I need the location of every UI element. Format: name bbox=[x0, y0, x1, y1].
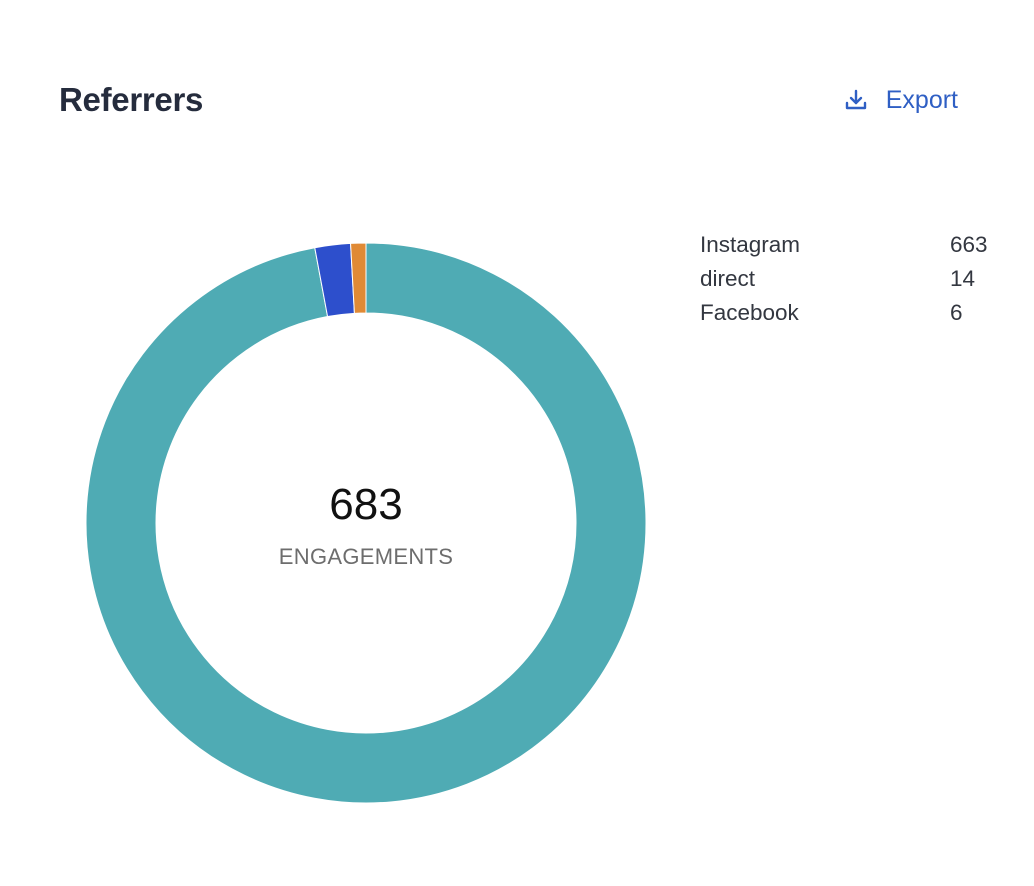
legend-item-instagram[interactable]: Instagram 663 bbox=[700, 228, 1010, 262]
legend-item-facebook[interactable]: Facebook 6 bbox=[700, 296, 1010, 330]
legend-label: Instagram bbox=[700, 232, 801, 257]
legend-value: 6 bbox=[950, 300, 963, 325]
download-icon bbox=[844, 88, 868, 112]
total-engagements-label: ENGAGEMENTS bbox=[278, 544, 454, 569]
export-button[interactable]: Export bbox=[844, 84, 958, 116]
legend-value: 14 bbox=[950, 266, 976, 291]
export-label: Export bbox=[885, 86, 958, 114]
legend-value: 663 bbox=[950, 232, 988, 257]
page-title: Referrers bbox=[59, 81, 204, 118]
donut-slice-facebook[interactable] bbox=[350, 242, 367, 314]
legend-item-direct[interactable]: direct 14 bbox=[700, 262, 1010, 296]
legend-label: Facebook bbox=[700, 300, 799, 325]
total-engagements-value: 683 bbox=[329, 480, 403, 529]
donut-slice-instagram[interactable] bbox=[85, 242, 647, 804]
legend-label: direct bbox=[700, 266, 756, 291]
legend: Instagram 663 direct 14 Facebook 6 bbox=[700, 228, 1010, 330]
